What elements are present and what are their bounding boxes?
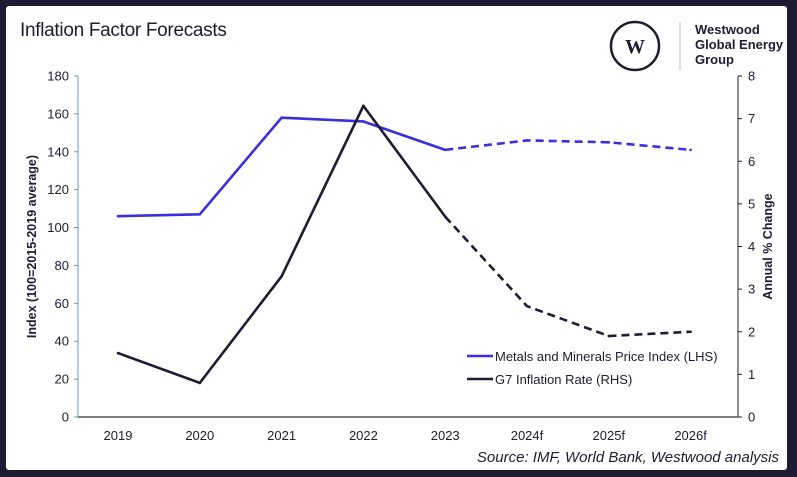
x-tick-label: 2025f: [593, 428, 626, 443]
legend-label: Metals and Minerals Price Index (LHS): [495, 349, 718, 364]
right-tick-label: 5: [748, 196, 755, 211]
x-tick-label: 2023: [431, 428, 460, 443]
left-tick-label: 0: [62, 410, 69, 425]
right-tick-label: 3: [748, 282, 755, 297]
logo-line: Global Energy: [695, 37, 784, 52]
legend-label: G7 Inflation Rate (RHS): [495, 372, 632, 387]
series-line-forecast: [445, 139, 691, 152]
left-tick-label: 80: [55, 258, 69, 273]
data-point: [607, 334, 611, 338]
x-tick-label: 2020: [185, 428, 214, 443]
data-point: [116, 351, 120, 355]
chart-panel: [6, 6, 787, 470]
series-line-actual: [117, 104, 447, 385]
data-point: [525, 304, 529, 308]
right-tick-label: 4: [748, 239, 755, 254]
x-tick-label: 2022: [349, 428, 378, 443]
right-tick-label: 0: [748, 410, 755, 425]
data-point: [525, 139, 529, 142]
left-axis-label: Index (100=2015-2019 average): [25, 155, 39, 338]
logo-mark: W: [609, 20, 681, 72]
source-note: Source: IMF, World Bank, Westwood analys…: [476, 449, 779, 466]
data-point: [689, 148, 692, 152]
chart-title: Inflation Factor Forecasts: [20, 20, 227, 41]
left-tick-label: 160: [47, 106, 69, 121]
right-axis-label: Annual % Change: [761, 193, 775, 299]
data-point: [607, 141, 611, 144]
series-line-actual: [117, 116, 446, 218]
logo-text: Westwood Global Energy Group: [695, 22, 783, 67]
data-point: [116, 214, 120, 218]
data-point: [362, 120, 365, 123]
data-point: [198, 212, 202, 216]
x-tick-label: 2024f: [511, 428, 544, 443]
data-point: [198, 381, 202, 385]
right-tick-label: 6: [748, 154, 755, 169]
data-point: [443, 215, 447, 218]
left-tick-label: 120: [47, 182, 69, 197]
data-point: [280, 116, 283, 119]
left-tick-label: 60: [55, 296, 69, 311]
right-tick-label: 7: [748, 111, 755, 126]
left-tick-label: 180: [47, 69, 69, 84]
x-tick-label: 2021: [267, 428, 296, 443]
left-tick-label: 40: [55, 334, 69, 349]
data-point: [689, 330, 692, 334]
right-tick-label: 1: [748, 367, 755, 382]
left-tick-label: 20: [55, 372, 69, 387]
left-tick-label: 100: [47, 220, 69, 235]
x-tick-label: 2026f: [674, 428, 707, 443]
logo-line: Group: [695, 52, 734, 67]
data-point: [443, 148, 447, 152]
series-line-forecast: [444, 215, 691, 338]
right-tick-label: 2: [748, 324, 755, 339]
data-point: [280, 275, 283, 278]
left-tick-label: 140: [47, 144, 69, 159]
x-tick-label: 2019: [104, 428, 133, 443]
logo-letter: W: [625, 36, 645, 58]
data-point: [362, 104, 365, 108]
logo-line: Westwood: [695, 22, 760, 37]
right-tick-label: 8: [748, 69, 755, 84]
